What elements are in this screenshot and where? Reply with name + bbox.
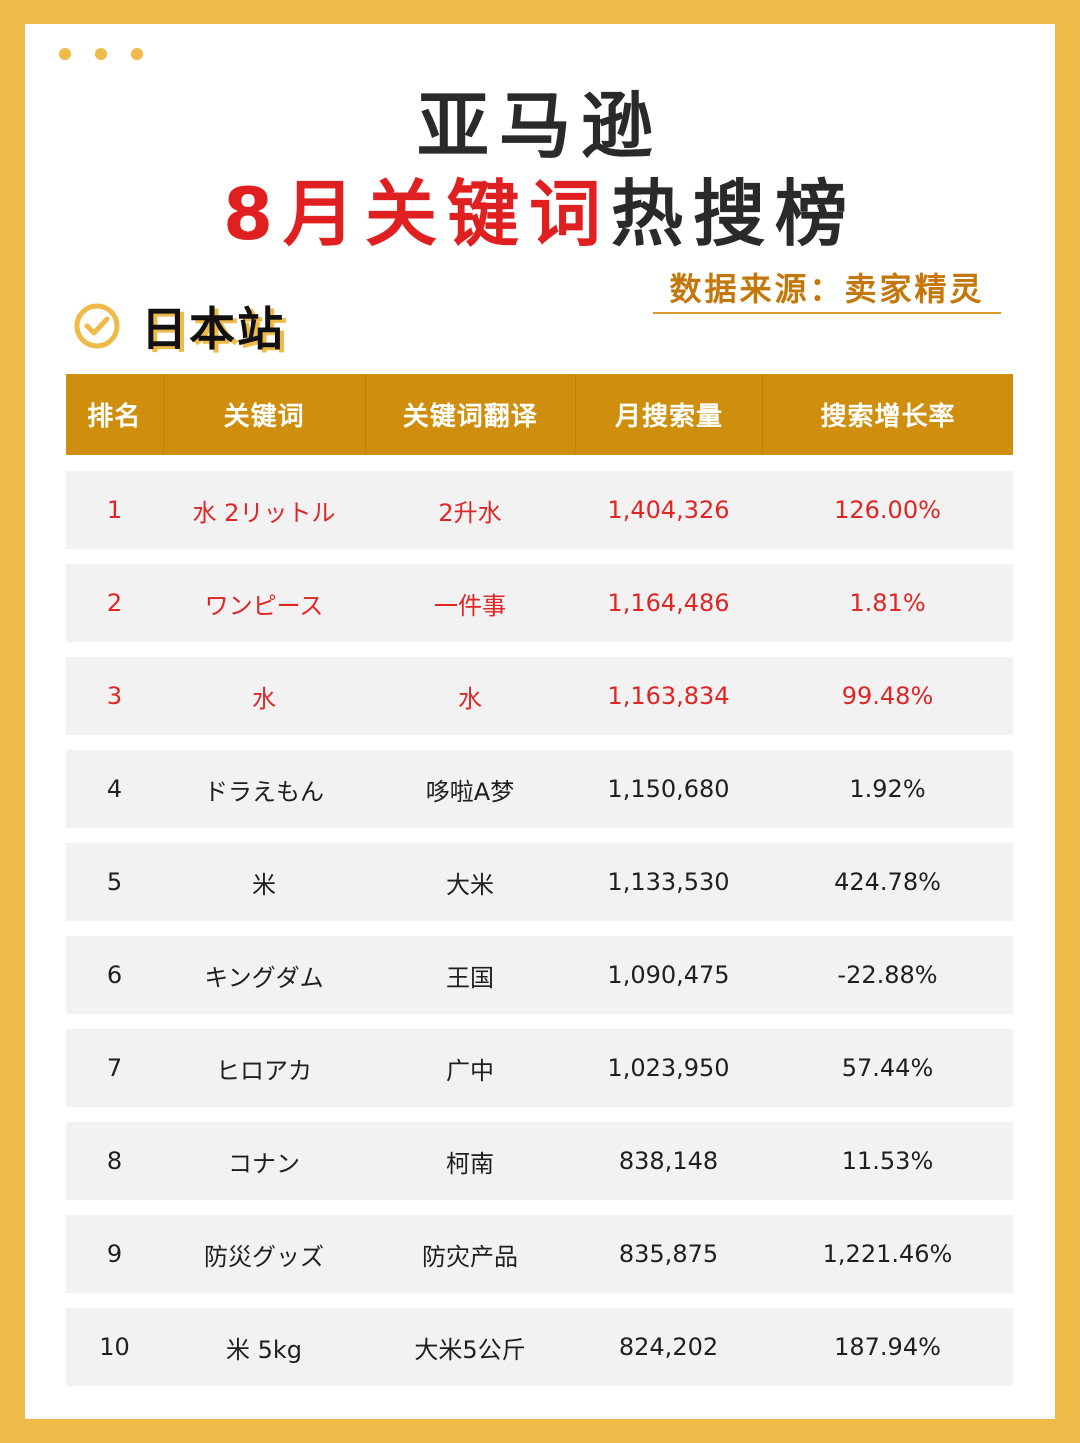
cell-volume: 1,133,530 [607, 868, 730, 896]
cell-translation: 王国 [446, 963, 494, 992]
table-row: 9 防災グッズ 防灾产品 835,875 1,221.46% [66, 1215, 1013, 1293]
cell-keyword: 米 5kg [225, 1335, 303, 1364]
column-header-volume: 月搜索量 [576, 374, 764, 455]
table-row: 7 ヒロアカ 广中 1,023,950 57.44% [66, 1029, 1013, 1107]
cell-rank: 4 [106, 775, 123, 803]
table-row: 4 ドラえもん 哆啦A梦 1,150,680 1.92% [66, 750, 1013, 828]
subtitle-rest: 热搜榜 [611, 172, 858, 256]
cell-volume: 1,163,834 [607, 682, 730, 710]
cell-volume: 1,164,486 [607, 589, 730, 617]
cell-growth: 424.78% [834, 868, 941, 896]
cell-growth: 1.92% [849, 775, 926, 803]
cell-translation: 哆啦A梦 [425, 777, 515, 806]
cell-keyword: ワンピース [204, 591, 324, 620]
site-heading: 日本站 [73, 294, 285, 358]
cell-translation: 大米 [446, 870, 494, 899]
column-header-translation: 关键词翻译 [366, 374, 576, 455]
cell-translation: 柯南 [446, 1149, 494, 1178]
check-circle-icon [74, 303, 120, 349]
page-subtitle: 8月关键词热搜榜 [25, 164, 1055, 264]
table-row: 10 米 5kg 大米5公斤 824,202 187.94% [66, 1308, 1013, 1386]
cell-rank: 5 [106, 868, 123, 896]
cell-keyword: 米 [252, 870, 276, 899]
cell-rank: 10 [99, 1333, 130, 1361]
cell-growth: 187.94% [834, 1333, 941, 1361]
cell-volume: 1,404,326 [607, 496, 730, 524]
subtitle-highlight: 8月关键词 [222, 172, 612, 256]
table-row: 5 米 大米 1,133,530 424.78% [66, 843, 1013, 921]
table-row: 8 コナン 柯南 838,148 11.53% [66, 1122, 1013, 1200]
cell-translation: 防灾产品 [422, 1242, 518, 1271]
cell-volume: 824,202 [618, 1333, 719, 1361]
table-row: 2 ワンピース 一件事 1,164,486 1.81% [66, 564, 1013, 642]
cell-rank: 7 [106, 1054, 123, 1082]
cell-growth: 1.81% [849, 589, 926, 617]
table-row: 6 キングダム 王国 1,090,475 -22.88% [66, 936, 1013, 1014]
table-row: 3 水 水 1,163,834 99.48% [66, 657, 1013, 735]
dot-icon [95, 48, 107, 60]
poster-card: 亚马逊 8月关键词热搜榜 数据来源：卖家精灵 日本站 排名 关键词 关键词翻译 … [25, 24, 1055, 1419]
site-name: 日本站 [141, 302, 285, 356]
cell-keyword: 水 2リットル [192, 498, 336, 527]
cell-growth: 11.53% [841, 1147, 934, 1175]
table-row: 1 水 2リットル 2升水 1,404,326 126.00% [66, 471, 1013, 549]
column-header-keyword: 关键词 [164, 374, 366, 455]
cell-keyword: 防災グッズ [204, 1242, 324, 1271]
cell-growth: 57.44% [841, 1054, 934, 1082]
cell-rank: 3 [106, 682, 123, 710]
dot-icon [59, 48, 71, 60]
cell-translation: 大米5公斤 [414, 1335, 526, 1364]
cell-volume: 835,875 [618, 1240, 719, 1268]
cell-keyword: ヒロアカ [216, 1056, 312, 1085]
dot-icon [131, 48, 143, 60]
cell-volume: 1,150,680 [607, 775, 730, 803]
cell-rank: 1 [106, 496, 123, 524]
cell-keyword: ドラえもん [204, 777, 324, 806]
keyword-table: 排名 关键词 关键词翻译 月搜索量 搜索增长率 1 水 2リットル 2升水 1,… [66, 374, 1013, 1386]
cell-keyword: 水 [252, 684, 276, 713]
cell-volume: 1,090,475 [607, 961, 730, 989]
cell-rank: 2 [106, 589, 123, 617]
cell-rank: 8 [106, 1147, 123, 1175]
cell-keyword: コナン [228, 1149, 300, 1178]
cell-volume: 838,148 [618, 1147, 719, 1175]
table-header: 排名 关键词 关键词翻译 月搜索量 搜索增长率 [66, 374, 1013, 455]
cell-translation: 一件事 [434, 591, 506, 620]
cell-rank: 9 [106, 1240, 123, 1268]
page-title: 亚马逊 [416, 84, 663, 168]
cell-volume: 1,023,950 [607, 1054, 730, 1082]
decorative-dots [59, 48, 143, 60]
cell-keyword: キングダム [204, 963, 324, 992]
cell-translation: 水 [458, 684, 482, 713]
data-source-label: 数据来源：卖家精灵 [653, 266, 1001, 314]
cell-translation: 2升水 [438, 498, 502, 527]
column-header-rank: 排名 [66, 374, 164, 455]
cell-rank: 6 [106, 961, 123, 989]
column-header-growth: 搜索增长率 [820, 402, 956, 432]
cell-growth: 126.00% [834, 496, 941, 524]
cell-growth: 99.48% [841, 682, 934, 710]
cell-translation: 广中 [446, 1056, 494, 1085]
cell-growth: 1,221.46% [822, 1240, 953, 1268]
cell-growth: -22.88% [837, 961, 938, 989]
